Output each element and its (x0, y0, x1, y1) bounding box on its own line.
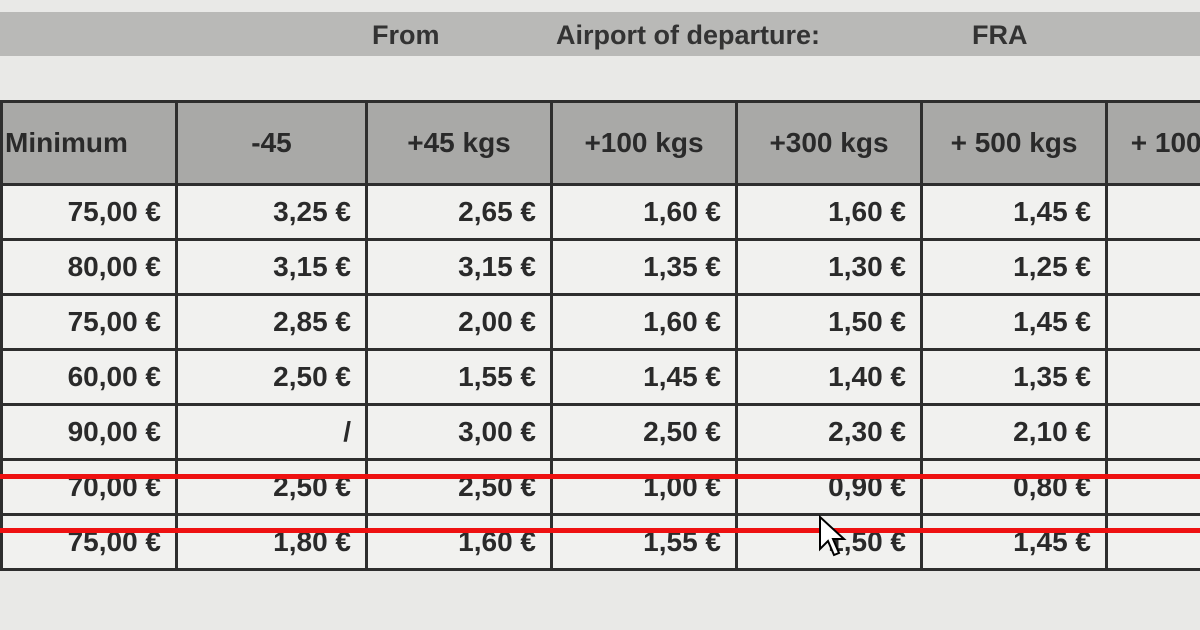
table-cell: 1 (1105, 293, 1200, 351)
table-cell: 2,50 € (175, 348, 368, 406)
table-row: 90,00 €/3,00 €2,50 €2,30 €2,10 €1 (0, 403, 1200, 461)
table-cell: 2,50 € (550, 403, 738, 461)
column-header: + 500 kgs (920, 100, 1108, 186)
rate-table: Minimum -45 +45 kgs +100 kgs +300 kgs + 500 k… (0, 100, 1200, 571)
column-header: +45 kgs (365, 100, 553, 186)
table-cell: 1,60 € (365, 513, 553, 571)
table-cell: 1,45 € (920, 513, 1108, 571)
table-cell: 80,00 € (0, 238, 178, 296)
table-cell: 75,00 € (0, 293, 178, 351)
table-cell: 90,00 € (0, 403, 178, 461)
table-row: 60,00 €2,50 €1,55 €1,45 €1,40 €1,35 €1 (0, 348, 1200, 406)
table-cell: 1,45 € (920, 293, 1108, 351)
table-cell: 0 (1105, 458, 1200, 516)
table-cell: 2,50 € (365, 458, 553, 516)
table-row: 75,00 €1,80 €1,60 €1,55 €1,50 €1,45 €1 (0, 513, 1200, 571)
table-cell: 1,35 € (550, 238, 738, 296)
table-cell: 60,00 € (0, 348, 178, 406)
table-cell: 1,50 € (735, 293, 923, 351)
table-cell: 1,45 € (550, 348, 738, 406)
table-cell: 1,35 € (920, 348, 1108, 406)
table-cell: 75,00 € (0, 513, 178, 571)
table-cell: 1,30 € (735, 238, 923, 296)
table-cell: 1,60 € (735, 183, 923, 241)
table-cell: 1,25 € (920, 238, 1108, 296)
table-row: 75,00 €3,25 €2,65 €1,60 €1,60 €1,45 €1 (0, 183, 1200, 241)
table-cell: 75,00 € (0, 183, 178, 241)
table-row: 75,00 €2,85 €2,00 €1,60 €1,50 €1,45 €1 (0, 293, 1200, 351)
table-cell: 1 (1105, 348, 1200, 406)
column-header: +100 kgs (550, 100, 738, 186)
column-header: Minimum (0, 100, 178, 186)
table-cell: 70,00 € (0, 458, 178, 516)
highlight-line (0, 474, 1200, 479)
header-band: From Airport of departure: FRA (0, 12, 1200, 56)
header-row: Minimum -45 +45 kgs +100 kgs +300 kgs + 500 k… (0, 100, 1200, 186)
table-cell: 2,65 € (365, 183, 553, 241)
table-cell: 1,55 € (550, 513, 738, 571)
table-cell: 2,00 € (365, 293, 553, 351)
cursor (819, 515, 847, 557)
table-cell: 3,25 € (175, 183, 368, 241)
airport-code: FRA (972, 20, 1028, 50)
table-row: 70,00 €2,50 €2,50 €1,00 €0,90 €0,80 €0 (0, 458, 1200, 516)
column-header: +300 kgs (735, 100, 923, 186)
table-cell: 1,60 € (550, 293, 738, 351)
table-cell: 1,60 € (550, 183, 738, 241)
table-cell: / (175, 403, 368, 461)
table-cell: 1 (1105, 403, 1200, 461)
table-cell: 3,15 € (175, 238, 368, 296)
table-cell: 1,80 € (175, 513, 368, 571)
table-row: 80,00 €3,15 €3,15 €1,35 €1,30 €1,25 €1 (0, 238, 1200, 296)
table-cell: 1,00 € (550, 458, 738, 516)
highlight-line (0, 528, 1200, 533)
table-cell: 2,30 € (735, 403, 923, 461)
table-cell: 1 (1105, 238, 1200, 296)
table-cell: 1,50 € (735, 513, 923, 571)
table-cell: 1 (1105, 513, 1200, 571)
table-cell: 2,50 € (175, 458, 368, 516)
table-body: 75,00 €3,25 €2,65 €1,60 €1,60 €1,45 €180… (0, 183, 1200, 571)
table-cell: 2,10 € (920, 403, 1108, 461)
airport-label: Airport of departure: (556, 20, 821, 50)
column-header: + 1000 (1105, 100, 1200, 186)
table-cell: 1 (1105, 183, 1200, 241)
table-cell: 1,40 € (735, 348, 923, 406)
table-cell: 0,80 € (920, 458, 1108, 516)
table-cell: 2,85 € (175, 293, 368, 351)
table-cell: 0,90 € (735, 458, 923, 516)
table-cell: 3,15 € (365, 238, 553, 296)
table-cell: 1,45 € (920, 183, 1108, 241)
from-label: From (372, 20, 440, 50)
table-cell: 1,55 € (365, 348, 553, 406)
column-header: -45 (175, 100, 368, 186)
table-cell: 3,00 € (365, 403, 553, 461)
